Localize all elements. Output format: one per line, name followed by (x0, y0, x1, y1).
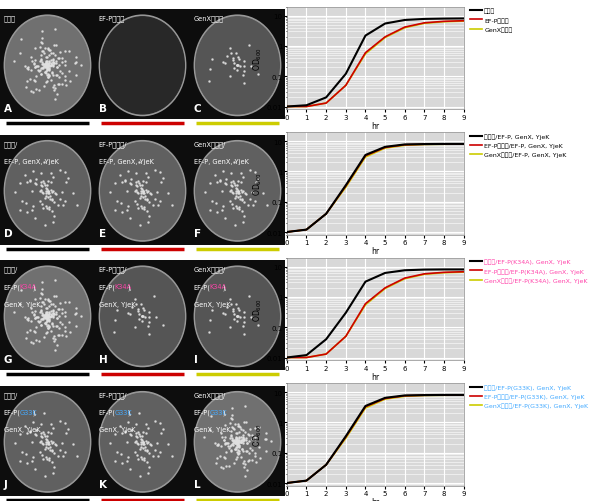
Text: B: B (99, 104, 107, 114)
Legend: 野生株/EF-P(K34A), GenX, YjeK, EF-P欠損株/EF-P(K34A), GenX, YjeK, GenX欠損株/EF-P(K34A), : 野生株/EF-P(K34A), GenX, YjeK, EF-P欠損株/EF-P… (470, 259, 588, 283)
Text: GenX, YjeK: GenX, YjeK (194, 301, 230, 307)
Text: ),: ), (32, 409, 37, 415)
Circle shape (194, 267, 281, 367)
Circle shape (101, 393, 184, 490)
Text: EF-P(: EF-P( (194, 409, 211, 415)
Text: G33K: G33K (115, 409, 132, 415)
Circle shape (4, 16, 91, 116)
Circle shape (6, 268, 89, 365)
Text: G33K: G33K (19, 409, 37, 415)
Legend: 野生株, EF-P欠損株, GenX欠損株: 野生株, EF-P欠損株, GenX欠損株 (470, 9, 512, 33)
Y-axis label: OD$_{600}$: OD$_{600}$ (251, 47, 264, 71)
Text: J: J (4, 479, 8, 489)
Text: EF-P(: EF-P( (4, 409, 20, 415)
Text: GenX, YjeK: GenX, YjeK (4, 301, 40, 307)
Circle shape (196, 393, 280, 490)
Text: C: C (194, 104, 202, 114)
Circle shape (194, 16, 281, 116)
X-axis label: hr: hr (371, 497, 379, 501)
Circle shape (4, 267, 91, 367)
Circle shape (99, 16, 186, 116)
Text: EF-P欠損株: EF-P欠損株 (99, 16, 125, 22)
Circle shape (6, 143, 89, 240)
Text: EF-P欠損株/: EF-P欠損株/ (99, 391, 127, 398)
Text: GenX欠損株/: GenX欠損株/ (194, 141, 226, 147)
Text: A: A (4, 104, 12, 114)
Text: EF-P欠損株/: EF-P欠損株/ (99, 266, 127, 273)
Circle shape (194, 392, 281, 492)
Circle shape (196, 18, 280, 115)
Text: F: F (194, 229, 201, 239)
Text: GenX欠損株/: GenX欠損株/ (194, 391, 226, 398)
Circle shape (6, 393, 89, 490)
Text: GenX, YjeK: GenX, YjeK (194, 426, 230, 432)
Text: GenX, YjeK: GenX, YjeK (99, 301, 136, 307)
Circle shape (196, 143, 280, 240)
Circle shape (6, 18, 89, 115)
Legend: 野生株/EF-P, GenX, YjeK, EF-P欠損株/EF-P, GenX, YjeK, GenX欠損株/EF-P, GenX, YjeK: 野生株/EF-P, GenX, YjeK, EF-P欠損株/EF-P, GenX… (470, 134, 566, 158)
X-axis label: hr: hr (371, 247, 379, 256)
Text: EF-P(: EF-P( (99, 409, 116, 415)
Circle shape (194, 141, 281, 241)
Text: E: E (99, 229, 106, 239)
Text: K34A: K34A (19, 284, 37, 290)
Circle shape (99, 392, 186, 492)
Text: G: G (4, 354, 12, 364)
Text: G33K: G33K (209, 409, 227, 415)
X-axis label: hr: hr (371, 122, 379, 131)
Text: EF-P(: EF-P( (4, 284, 20, 290)
Circle shape (4, 141, 91, 241)
Text: EF-P(: EF-P( (99, 284, 116, 290)
Text: ),: ), (222, 284, 227, 290)
Text: EF-P, GenX, YjeK: EF-P, GenX, YjeK (194, 158, 248, 164)
Text: EF-P, GenX, YjeK: EF-P, GenX, YjeK (99, 158, 154, 164)
Text: EF-P, GenX, YjeK: EF-P, GenX, YjeK (4, 158, 59, 164)
Text: ),: ), (222, 409, 227, 415)
Text: EF-P(: EF-P( (194, 284, 211, 290)
Text: ),: ), (127, 409, 131, 415)
Text: D: D (4, 229, 13, 239)
Circle shape (101, 18, 184, 115)
Circle shape (4, 392, 91, 492)
Text: 野生株/: 野生株/ (4, 141, 18, 147)
Y-axis label: OD$_{600}$: OD$_{600}$ (251, 172, 264, 196)
Text: L: L (194, 479, 200, 489)
Circle shape (99, 267, 186, 367)
Text: GenX欠損株: GenX欠損株 (194, 16, 224, 22)
Text: 野生株/: 野生株/ (4, 266, 18, 273)
Circle shape (101, 268, 184, 365)
Text: GenX, YjeK: GenX, YjeK (4, 426, 40, 432)
X-axis label: hr: hr (371, 372, 379, 381)
Text: 野生株: 野生株 (4, 16, 16, 22)
Text: 野生株/: 野生株/ (4, 391, 18, 398)
Text: K34A: K34A (209, 284, 227, 290)
Y-axis label: OD$_{600}$: OD$_{600}$ (251, 298, 264, 321)
Y-axis label: OD$_{600}$: OD$_{600}$ (251, 423, 264, 446)
Circle shape (99, 141, 186, 241)
Text: K34A: K34A (115, 284, 131, 290)
Text: ),: ), (32, 284, 37, 290)
Text: ),: ), (127, 284, 131, 290)
Legend: 野生株/EF-P(G33K), GenX, YjeK, EF-P欠損株/EF-P(G33K), GenX, YjeK, GenX欠損株/EF-P(G33K), : 野生株/EF-P(G33K), GenX, YjeK, EF-P欠損株/EF-P… (470, 384, 589, 408)
Circle shape (196, 268, 280, 365)
Text: I: I (194, 354, 197, 364)
Text: H: H (99, 354, 107, 364)
Text: EF-P欠損株/: EF-P欠損株/ (99, 141, 127, 147)
Circle shape (101, 143, 184, 240)
Text: GenX, YjeK: GenX, YjeK (99, 426, 136, 432)
Text: K: K (99, 479, 107, 489)
Text: GenX欠損株/: GenX欠損株/ (194, 266, 226, 273)
